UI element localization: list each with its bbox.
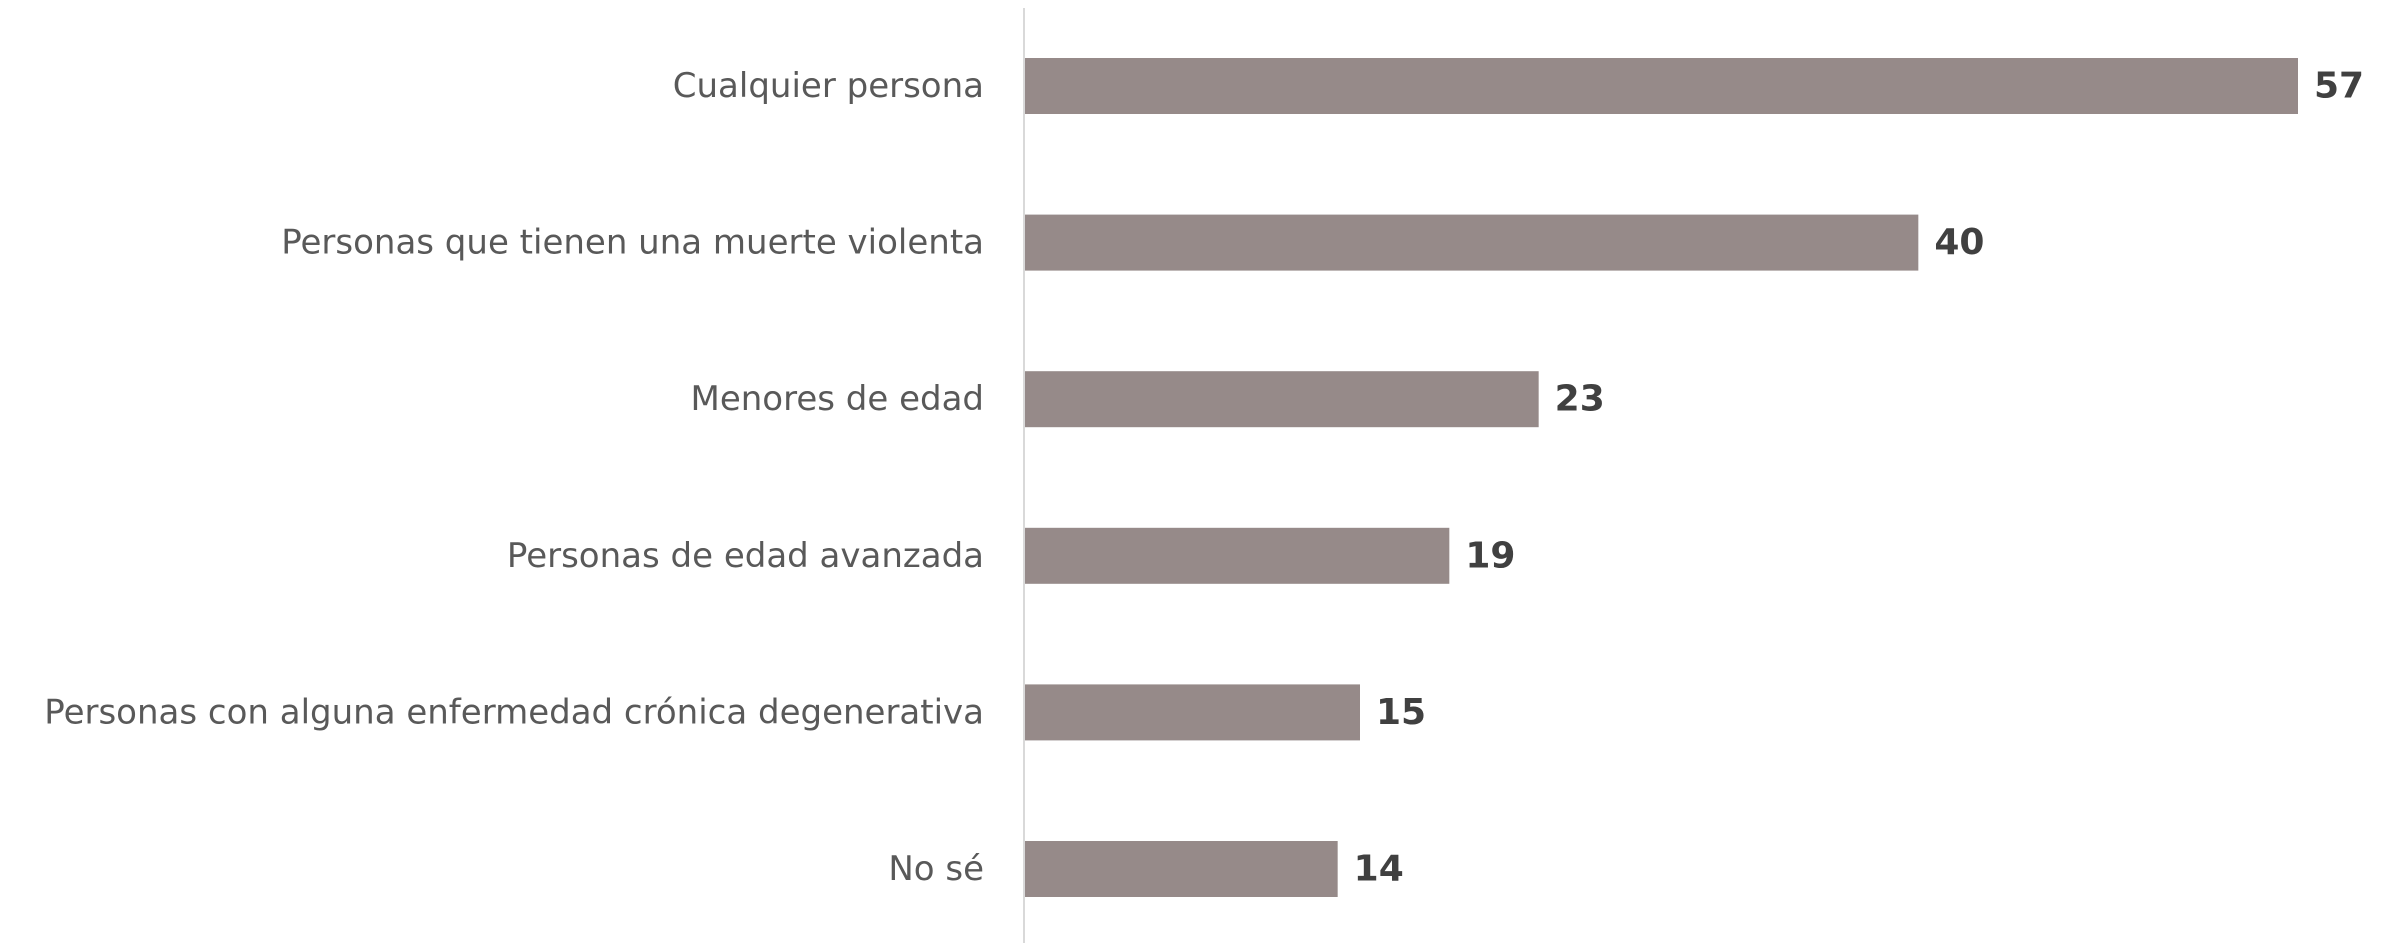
bars-layer: Cualquier persona 57 Personas que tienen u… bbox=[44, 58, 2364, 897]
bar-row: No sé 14 bbox=[888, 841, 1404, 897]
category-label: Personas que tienen una muerte violenta bbox=[281, 223, 984, 263]
data-label: 40 bbox=[1934, 222, 1984, 263]
category-label: No sé bbox=[888, 849, 984, 889]
bar bbox=[1025, 527, 1450, 584]
bar bbox=[1025, 371, 1539, 428]
bar-row: Personas que tienen una muerte violenta 4… bbox=[281, 214, 1984, 271]
data-label: 23 bbox=[1555, 379, 1605, 420]
bar-row: Personas con alguna enfermedad crónica d… bbox=[44, 684, 1426, 741]
data-label: 19 bbox=[1465, 535, 1515, 576]
category-label: Cualquier persona bbox=[673, 66, 984, 106]
bar bbox=[1025, 58, 2298, 114]
category-label: Personas de edad avanzada bbox=[507, 536, 984, 576]
data-label: 57 bbox=[2314, 66, 2364, 107]
bar-row: Personas de edad avanzada 19 bbox=[507, 527, 1515, 584]
data-label: 14 bbox=[1354, 849, 1404, 890]
category-label: Personas con alguna enfermedad crónica d… bbox=[44, 692, 984, 732]
bar bbox=[1025, 214, 1919, 271]
data-label: 15 bbox=[1376, 692, 1426, 733]
category-label: Menores de edad bbox=[691, 379, 985, 419]
bar-row: Cualquier persona 57 bbox=[673, 58, 2364, 114]
bar bbox=[1025, 841, 1338, 897]
bar-row: Menores de edad 23 bbox=[691, 371, 1605, 428]
bar bbox=[1025, 684, 1360, 741]
